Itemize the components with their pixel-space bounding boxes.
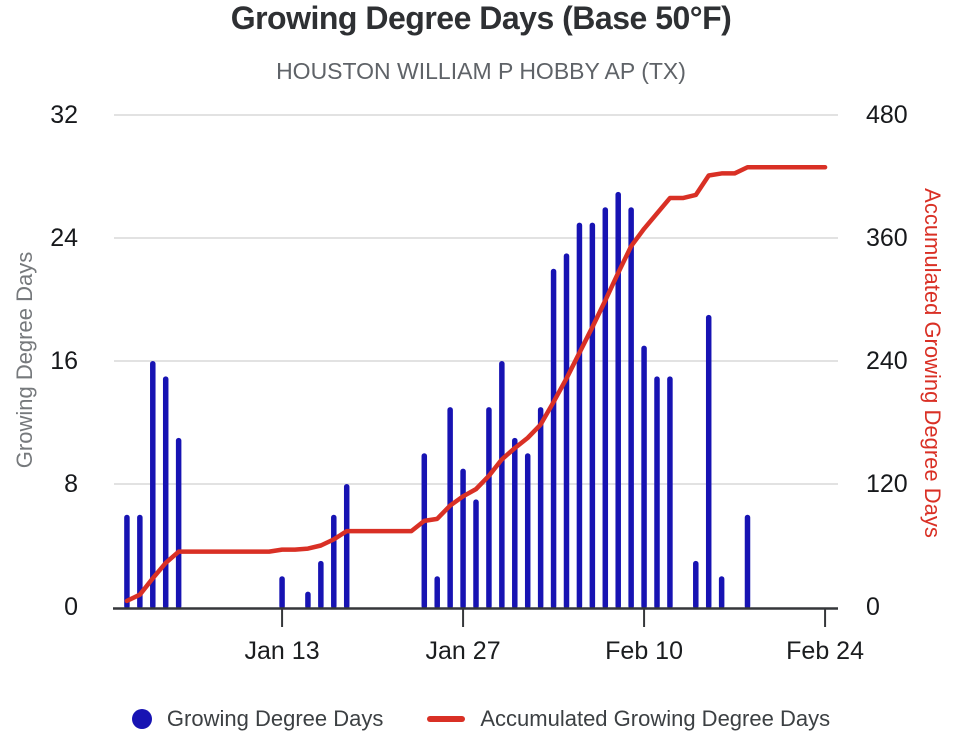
gdd-bar xyxy=(460,468,466,609)
gdd-bar xyxy=(563,253,570,609)
x-axis-tick-label: Jan 13 xyxy=(244,637,320,665)
right-axis-tick-label: 360 xyxy=(866,224,908,252)
gdd-bar xyxy=(654,376,660,609)
x-axis-tick-label: Feb 10 xyxy=(605,637,683,665)
right-axis-tick-label: 240 xyxy=(866,347,908,375)
gdd-bar xyxy=(537,407,544,609)
left-axis-tick-label: 8 xyxy=(64,470,78,498)
gdd-bar xyxy=(331,514,337,609)
left-axis-tick-label: 0 xyxy=(64,593,78,621)
gdd-bar xyxy=(589,222,596,609)
right-axis-tick-label: 120 xyxy=(866,470,908,498)
gdd-bar xyxy=(602,207,609,609)
gdd-bar xyxy=(718,576,725,609)
gdd-bar xyxy=(744,514,751,609)
gdd-bar xyxy=(137,514,143,609)
gdd-bar xyxy=(693,560,699,609)
gdd-bar xyxy=(162,376,169,609)
gdd-bar xyxy=(124,514,130,609)
gdd-bar xyxy=(486,407,492,609)
legend-label-gdd: Growing Degree Days xyxy=(166,706,384,731)
gdd-bar xyxy=(473,499,479,609)
gdd-bar xyxy=(343,484,350,609)
legend-item-accumulated-growing-degree-days[interactable]: Accumulated Growing Degree Days xyxy=(427,706,830,732)
gdd-bar xyxy=(175,437,182,609)
chart-subtitle: HOUSTON WILLIAM P HOBBY AP (TX) xyxy=(276,58,686,84)
gdd-bar xyxy=(576,222,583,609)
gdd-bar xyxy=(305,591,311,609)
chart-title: Growing Degree Days (Base 50°F) xyxy=(230,0,732,36)
legend-item-growing-degree-days[interactable]: Growing Degree Days xyxy=(131,706,384,732)
gdd-bar xyxy=(512,437,518,609)
gdd-bar xyxy=(524,453,531,609)
right-axis-tick-label: 480 xyxy=(866,101,908,129)
gdd-bar xyxy=(279,576,285,609)
gdd-bar xyxy=(628,207,634,609)
legend-label-agdd: Accumulated Growing Degree Days xyxy=(480,706,831,731)
agdd-series-marker-icon xyxy=(427,716,466,722)
left-axis-tick-label: 24 xyxy=(50,224,78,252)
gdd-series-marker-icon xyxy=(131,709,152,729)
gdd-bar xyxy=(499,361,505,609)
gdd-bar xyxy=(641,345,647,609)
x-axis-tick-label: Jan 27 xyxy=(425,637,501,665)
left-axis-tick-label: 16 xyxy=(50,347,78,375)
left-axis-tick-label: 32 xyxy=(50,101,78,129)
gdd-bar xyxy=(705,314,712,609)
gdd-bar xyxy=(318,560,324,609)
legend: Growing Degree Days Accumulated Growing … xyxy=(0,706,962,732)
right-axis-tick-label: 0 xyxy=(866,593,880,621)
gdd-bar xyxy=(550,268,557,609)
gdd-bar xyxy=(421,453,428,609)
x-axis-tick-label: Feb 24 xyxy=(786,637,864,665)
gdd-bar xyxy=(434,576,440,609)
gdd-bar xyxy=(150,361,156,609)
gdd-bar xyxy=(667,376,673,609)
gdd-bar xyxy=(615,191,621,609)
agdd-line xyxy=(124,165,828,604)
